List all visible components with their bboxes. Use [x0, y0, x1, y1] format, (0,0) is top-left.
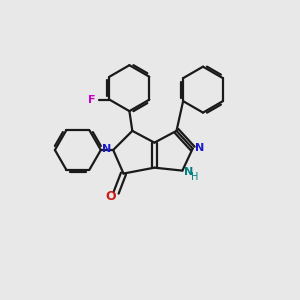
- Text: N: N: [194, 142, 204, 153]
- Text: N: N: [184, 167, 193, 177]
- Text: O: O: [106, 190, 116, 203]
- Text: F: F: [88, 95, 96, 105]
- Text: N: N: [102, 144, 111, 154]
- Text: H: H: [191, 172, 199, 182]
